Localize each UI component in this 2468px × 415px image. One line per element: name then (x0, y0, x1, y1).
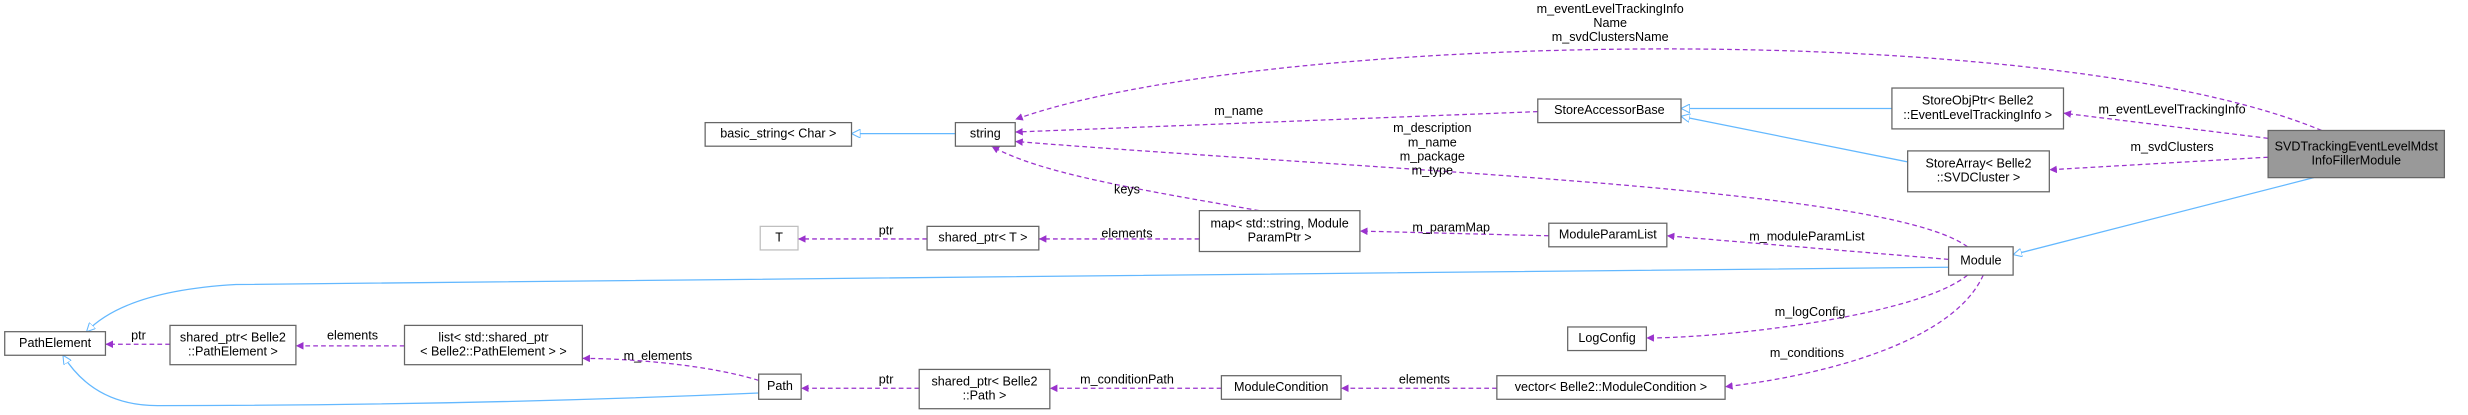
edge-label: m_description (1393, 121, 1471, 135)
node-label: Path (767, 379, 793, 393)
usage-edge (1015, 110, 1538, 136)
edge-label: m_type (1412, 164, 1453, 178)
node-label: ::Path > (963, 388, 1007, 402)
edge-label: m_logConfig (1775, 305, 1846, 319)
node-label: list< std::shared_ptr (438, 330, 548, 344)
class-node (1220, 375, 1342, 400)
class-node (2267, 129, 2446, 179)
usage-edge (1015, 48, 2322, 132)
inheritance-edge (1681, 116, 1908, 163)
node-label: ::SVDCluster > (1937, 171, 2021, 185)
edge-label: ptr (879, 373, 894, 387)
node-label: shared_ptr< T > (938, 230, 1027, 244)
edge-label: m_name (1214, 104, 1263, 118)
node-label: vector< Belle2::ModuleCondition > (1515, 380, 1707, 394)
edge-label: m_conditions (1770, 346, 1844, 360)
edge-label: ptr (131, 329, 146, 343)
usage-edge (1646, 274, 1968, 342)
node-label: map< std::string, Module (1211, 216, 1349, 230)
edge-label: ptr (879, 223, 894, 237)
node-label: StoreArray< Belle2 (1925, 157, 2031, 171)
node-label: < Belle2::PathElement > > (420, 344, 567, 358)
class-node (1891, 87, 2065, 130)
node-label: ModuleCondition (1234, 380, 1328, 394)
class-node (1496, 375, 1726, 400)
inheritance-edge (87, 266, 1949, 331)
class-node (1947, 246, 2014, 276)
edge-label: m_eventLevelTrackingInfo (1537, 2, 1684, 16)
node-label: PathElement (19, 336, 92, 350)
node-label: shared_ptr< Belle2 (932, 374, 1038, 388)
node-label: Module (1960, 253, 2001, 267)
edge-label: keys (1114, 183, 1140, 197)
class-node (759, 225, 799, 251)
usage-edge (1015, 138, 1968, 248)
class-node (918, 368, 1051, 410)
class-node (954, 121, 1016, 147)
class-node (704, 121, 853, 147)
edge-label: m_paramMap (1412, 220, 1490, 234)
edge-label: m_svdClustersName (1552, 30, 1669, 44)
class-node (1198, 210, 1361, 253)
edge-label: elements (1399, 373, 1450, 387)
inheritance-edge (2013, 177, 2314, 255)
node-label: StoreAccessorBase (1554, 103, 1665, 117)
node-label: InfoFillerModule (2311, 153, 2401, 167)
node-label: string (970, 127, 1001, 141)
edge-label: m_eventLevelTrackingInfo (2099, 102, 2246, 116)
class-node (4, 331, 107, 356)
usage-edge (991, 145, 1260, 212)
node-label: LogConfig (1578, 331, 1635, 345)
edge-label: Name (1593, 16, 1627, 30)
usage-edge (582, 354, 759, 382)
usage-edge (2049, 156, 2269, 174)
class-node (1907, 150, 2050, 193)
class-node (926, 225, 1040, 251)
edge-label: m_moduleParamList (1749, 230, 1865, 244)
edge-label: m_elements (624, 349, 693, 363)
node-label: shared_ptr< Belle2 (180, 330, 286, 344)
edges (63, 48, 2322, 407)
usage-edge (1725, 274, 1984, 390)
edge-label: elements (327, 329, 378, 343)
edge-label: elements (1101, 227, 1152, 241)
node-label: SVDTrackingEventLevelMdst (2275, 139, 2439, 153)
node-label: T (775, 230, 783, 244)
edge-label: m_package (1400, 150, 1465, 164)
inheritance-edge (63, 355, 759, 407)
node-label: basic_string< Char > (720, 127, 836, 141)
usage-edge (2063, 110, 2269, 139)
edge-label: m_name (1408, 135, 1457, 149)
class-node (758, 373, 802, 400)
class-node (169, 324, 297, 366)
node-label: ::PathElement > (188, 344, 278, 358)
usage-edge (1359, 227, 1549, 237)
node-label: ParamPtr > (1248, 230, 1312, 244)
edge-label: m_svdClusters (2130, 140, 2213, 154)
node-label: ModuleParamList (1559, 227, 1657, 241)
class-node (403, 324, 584, 366)
edge-label: m_conditionPath (1080, 373, 1174, 387)
class-node (1548, 222, 1668, 248)
node-label: ::EventLevelTrackingInfo > (1903, 108, 2052, 122)
node-label: StoreObjPtr< Belle2 (1922, 94, 2034, 108)
class-node (1567, 326, 1648, 352)
class-node (1537, 98, 1682, 124)
